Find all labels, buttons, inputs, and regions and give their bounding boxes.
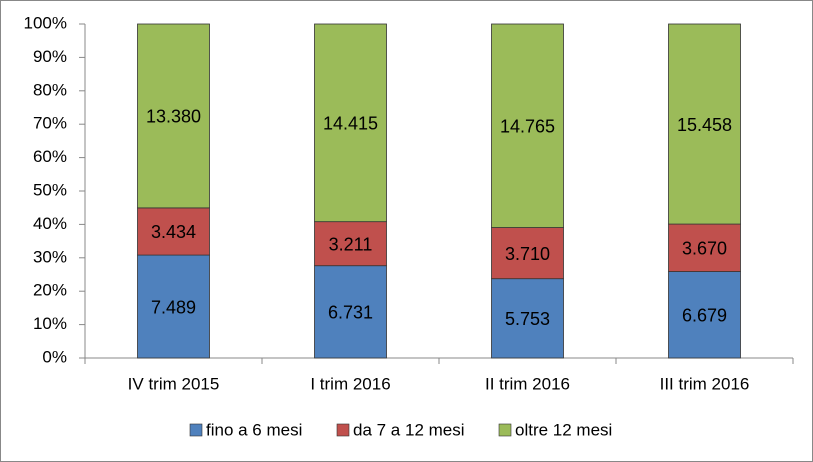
- legend-swatch: [189, 423, 203, 437]
- value-label: 14.415: [323, 114, 378, 134]
- bar-segment: [314, 221, 387, 267]
- y-tick-label: 60%: [33, 147, 67, 166]
- bar-segment: [491, 23, 564, 228]
- bar-segment: [314, 23, 387, 223]
- y-tick-label: 100%: [24, 13, 67, 32]
- x-tick-label: I trim 2016: [310, 374, 390, 393]
- legend-swatch: [498, 423, 512, 437]
- value-label: 6.679: [682, 306, 727, 326]
- value-label: 3.434: [151, 222, 196, 242]
- bar-segment: [668, 271, 741, 359]
- y-tick-label: 50%: [33, 180, 67, 199]
- bar-segment: [137, 23, 210, 209]
- legend-swatch: [336, 423, 350, 437]
- x-tick-label: II trim 2016: [485, 374, 570, 393]
- value-label: 3.211: [329, 234, 373, 254]
- bar-segment: [314, 265, 387, 359]
- value-label: 14.765: [500, 117, 555, 137]
- value-label: 7.489: [151, 297, 196, 317]
- legend-label: da 7 a 12 mesi: [353, 420, 465, 439]
- bar-segment: [668, 223, 741, 272]
- value-label: 3.670: [682, 239, 727, 259]
- y-tick-label: 30%: [33, 247, 67, 266]
- value-label: 13.380: [146, 107, 201, 127]
- x-tick-label: IV trim 2015: [128, 374, 220, 393]
- bar-segment: [491, 278, 564, 359]
- y-tick-label: 70%: [33, 114, 67, 133]
- bar-segment: [668, 23, 741, 225]
- y-tick-label: 90%: [33, 47, 67, 66]
- y-tick-label: 10%: [33, 314, 67, 333]
- value-label: 6.731: [328, 303, 373, 323]
- legend-label: fino a 6 mesi: [206, 420, 302, 439]
- value-label: 5.753: [505, 309, 550, 329]
- bar-segment: [491, 227, 564, 280]
- y-tick-label: 0%: [42, 347, 67, 366]
- x-tick-label: III trim 2016: [660, 374, 750, 393]
- value-label: 3.710: [505, 244, 550, 264]
- legend-label: oltre 12 mesi: [515, 420, 612, 439]
- y-tick-label: 20%: [33, 281, 67, 300]
- value-label: 15.458: [677, 115, 732, 135]
- y-tick-label: 40%: [33, 214, 67, 233]
- y-tick-label: 80%: [33, 80, 67, 99]
